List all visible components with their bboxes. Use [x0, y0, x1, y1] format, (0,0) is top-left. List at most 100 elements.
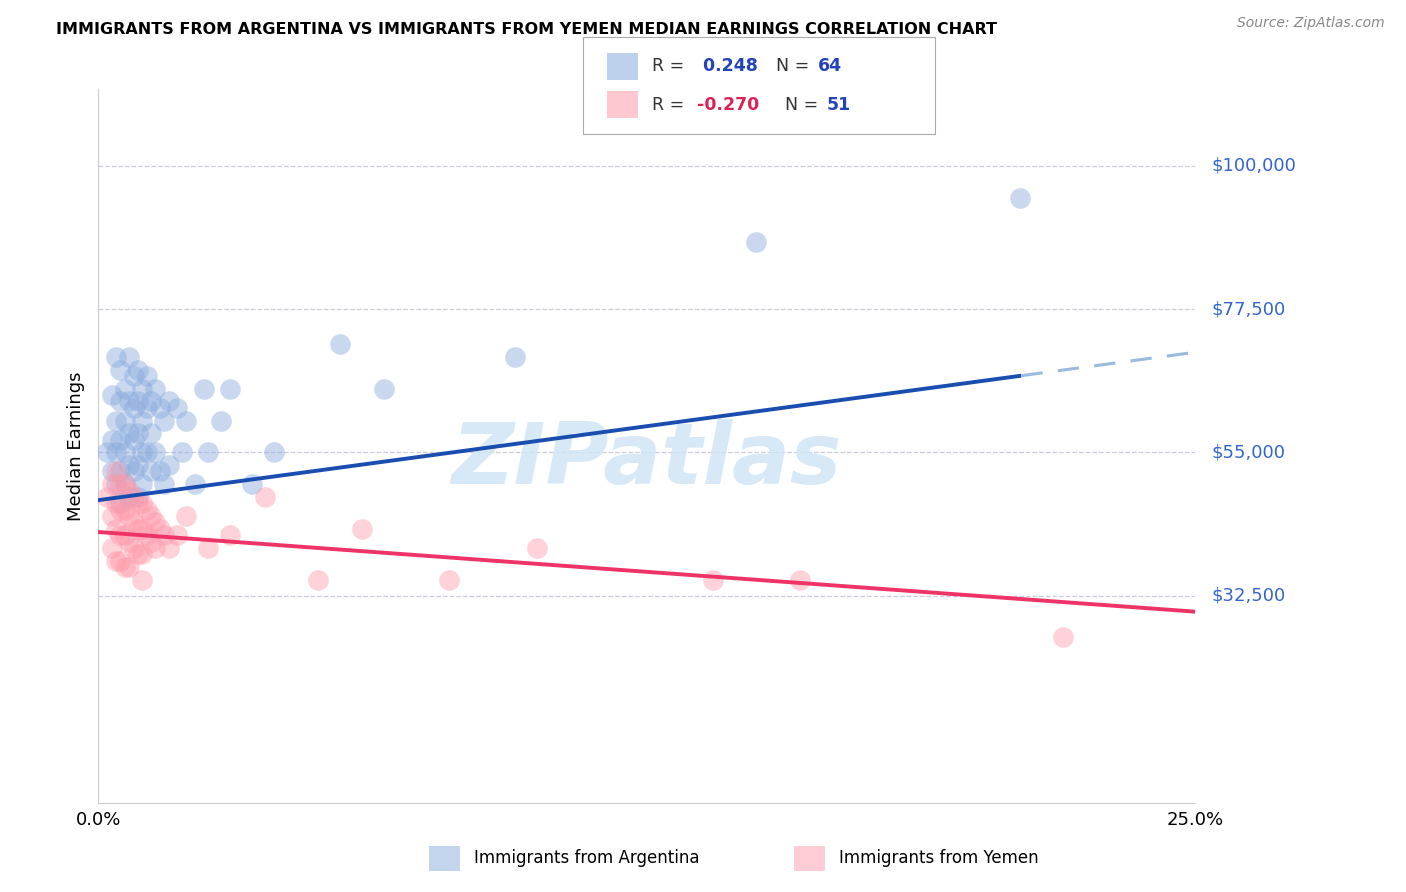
- Point: [350, 522, 373, 536]
- Point: [127, 490, 149, 504]
- Point: [122, 433, 145, 447]
- Text: $100,000: $100,000: [1212, 157, 1296, 175]
- Point: [526, 541, 548, 555]
- Point: [104, 465, 127, 479]
- Point: [174, 413, 197, 427]
- Point: [122, 490, 145, 504]
- Point: [100, 465, 122, 479]
- Point: [104, 554, 127, 568]
- Point: [184, 477, 207, 491]
- Point: [114, 445, 136, 459]
- Point: [131, 573, 153, 587]
- Point: [110, 477, 132, 491]
- Text: -0.270: -0.270: [697, 95, 759, 114]
- Point: [503, 350, 526, 364]
- Text: 64: 64: [818, 57, 842, 76]
- Point: [145, 516, 167, 530]
- Point: [197, 445, 219, 459]
- Point: [193, 382, 215, 396]
- Point: [104, 413, 127, 427]
- Point: [1052, 630, 1074, 644]
- Point: [122, 401, 145, 415]
- Point: [110, 362, 132, 376]
- Point: [100, 433, 122, 447]
- Point: [139, 426, 162, 441]
- Point: [104, 445, 127, 459]
- Point: [153, 477, 176, 491]
- Y-axis label: Median Earnings: Median Earnings: [66, 371, 84, 521]
- Point: [104, 496, 127, 510]
- Point: [122, 368, 145, 383]
- Point: [219, 528, 242, 542]
- Point: [745, 235, 768, 249]
- Point: [104, 350, 127, 364]
- Point: [96, 490, 118, 504]
- Point: [131, 413, 153, 427]
- Point: [118, 509, 141, 524]
- Point: [131, 496, 153, 510]
- Point: [145, 445, 167, 459]
- Point: [118, 534, 141, 549]
- Point: [127, 458, 149, 472]
- Point: [100, 509, 122, 524]
- Point: [127, 496, 149, 510]
- Point: [131, 382, 153, 396]
- Point: [157, 541, 180, 555]
- Point: [149, 465, 172, 479]
- Point: [307, 573, 329, 587]
- Point: [254, 490, 277, 504]
- Point: [157, 458, 180, 472]
- Point: [1008, 190, 1031, 204]
- Point: [110, 433, 132, 447]
- Point: [166, 401, 188, 415]
- Point: [219, 382, 242, 396]
- Point: [110, 554, 132, 568]
- Point: [131, 547, 153, 561]
- Point: [114, 560, 136, 574]
- Point: [702, 573, 724, 587]
- Text: 0.248: 0.248: [697, 57, 758, 76]
- Text: R =: R =: [652, 57, 690, 76]
- Point: [174, 509, 197, 524]
- Point: [127, 426, 149, 441]
- Point: [263, 445, 285, 459]
- Point: [127, 547, 149, 561]
- Point: [114, 382, 136, 396]
- Point: [131, 477, 153, 491]
- Point: [240, 477, 263, 491]
- Point: [100, 388, 122, 402]
- Point: [122, 516, 145, 530]
- Text: $77,500: $77,500: [1212, 300, 1286, 318]
- Point: [114, 413, 136, 427]
- Text: IMMIGRANTS FROM ARGENTINA VS IMMIGRANTS FROM YEMEN MEDIAN EARNINGS CORRELATION C: IMMIGRANTS FROM ARGENTINA VS IMMIGRANTS …: [56, 22, 997, 37]
- Point: [145, 382, 167, 396]
- Point: [135, 528, 157, 542]
- Point: [153, 528, 176, 542]
- Point: [104, 522, 127, 536]
- Point: [110, 528, 132, 542]
- Point: [127, 522, 149, 536]
- Point: [118, 394, 141, 409]
- Point: [135, 445, 157, 459]
- Point: [153, 413, 176, 427]
- Text: $32,500: $32,500: [1212, 587, 1286, 605]
- Text: Immigrants from Argentina: Immigrants from Argentina: [474, 849, 699, 867]
- Point: [789, 573, 811, 587]
- Point: [131, 522, 153, 536]
- Point: [110, 394, 132, 409]
- Point: [439, 573, 461, 587]
- Point: [114, 477, 136, 491]
- Point: [127, 394, 149, 409]
- Text: N =: N =: [785, 95, 824, 114]
- Point: [197, 541, 219, 555]
- Point: [114, 477, 136, 491]
- Text: R =: R =: [652, 95, 690, 114]
- Point: [139, 534, 162, 549]
- Text: N =: N =: [776, 57, 815, 76]
- Point: [118, 350, 141, 364]
- Point: [122, 465, 145, 479]
- Point: [157, 394, 180, 409]
- Point: [96, 445, 118, 459]
- Point: [104, 477, 127, 491]
- Text: ZIPatlas: ZIPatlas: [451, 418, 842, 502]
